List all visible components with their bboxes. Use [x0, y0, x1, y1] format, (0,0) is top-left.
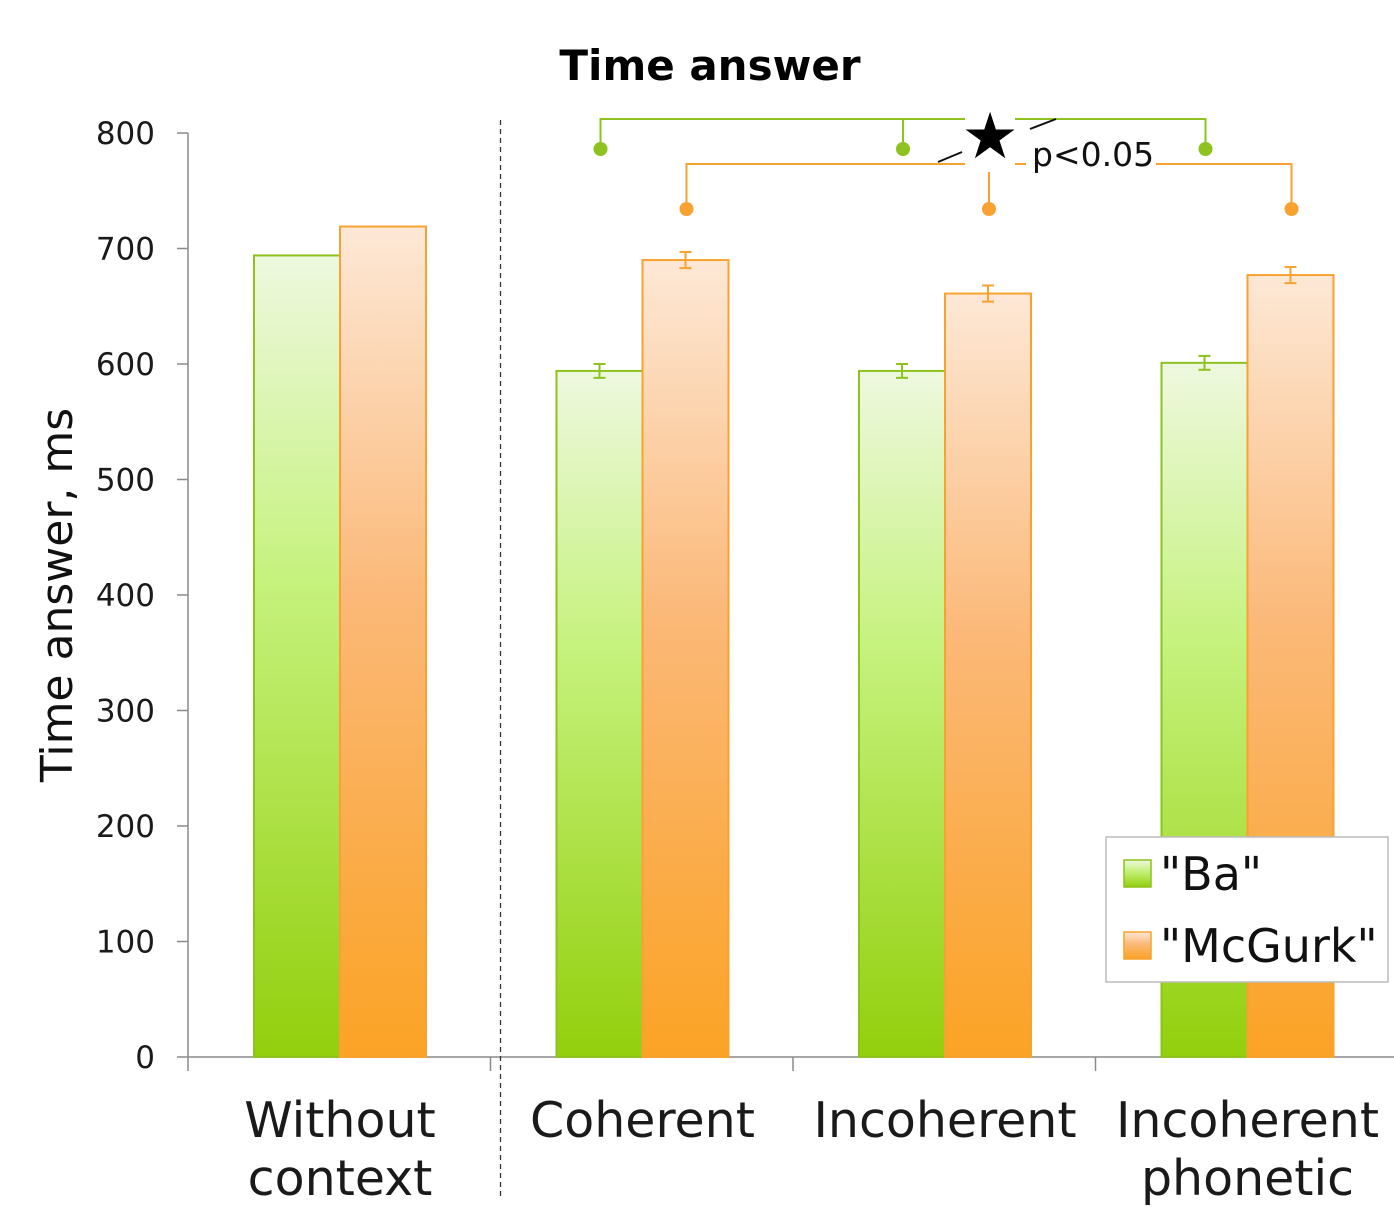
axes: 0 100 200 300 400 500 600 700 800	[96, 116, 1394, 1200]
y-tick-label: 600	[96, 347, 155, 383]
significance-dot	[679, 202, 694, 216]
y-tick-label: 200	[96, 809, 155, 845]
y-tick-label: 500	[96, 463, 155, 499]
bar	[555, 369, 644, 1058]
y-tick-label: 0	[135, 1040, 155, 1076]
significance-dot	[1198, 142, 1213, 156]
x-tick-label: Incoherent	[1116, 1092, 1379, 1149]
significance-gap	[965, 114, 1015, 172]
x-tick-label: Coherent	[530, 1092, 755, 1149]
significance-dot	[593, 142, 608, 156]
y-tick-label: 700	[96, 232, 155, 268]
significance-annotation: ★ p<0.05	[593, 100, 1299, 216]
x-tick-label: phonetic	[1141, 1150, 1354, 1207]
bar	[253, 254, 341, 1058]
x-tick-label: Incoherent	[813, 1092, 1076, 1149]
legend-box	[1105, 836, 1389, 983]
legend-label-mcgurk: "McGurk"	[1160, 919, 1378, 973]
y-tick-label: 300	[96, 694, 155, 730]
y-axis-label: Time answer, ms	[32, 408, 83, 783]
y-tick-label: 400	[96, 578, 155, 614]
chart-title: Time answer	[559, 41, 860, 90]
legend: "Ba" "McGurk"	[1105, 836, 1389, 983]
significance-star-icon: ★	[961, 100, 1018, 174]
bar	[641, 259, 730, 1058]
bar	[339, 225, 427, 1058]
bar	[944, 292, 1032, 1059]
break-mark	[1029, 118, 1057, 130]
bar	[858, 369, 946, 1058]
legend-label-ba: "Ba"	[1160, 847, 1262, 901]
legend-swatch-ba	[1123, 859, 1152, 888]
significance-label: p<0.05	[1032, 135, 1154, 174]
break-mark	[937, 151, 963, 163]
x-tick-label: Without	[244, 1092, 436, 1149]
significance-dot	[982, 202, 996, 216]
significance-dot	[1284, 202, 1299, 216]
y-tick-label: 100	[96, 925, 155, 961]
significance-text-bg	[1026, 136, 1156, 172]
x-tick-label: context	[248, 1150, 433, 1207]
y-tick-label: 800	[96, 116, 155, 152]
legend-swatch-mcgurk	[1123, 931, 1152, 960]
significance-dot	[896, 142, 910, 156]
